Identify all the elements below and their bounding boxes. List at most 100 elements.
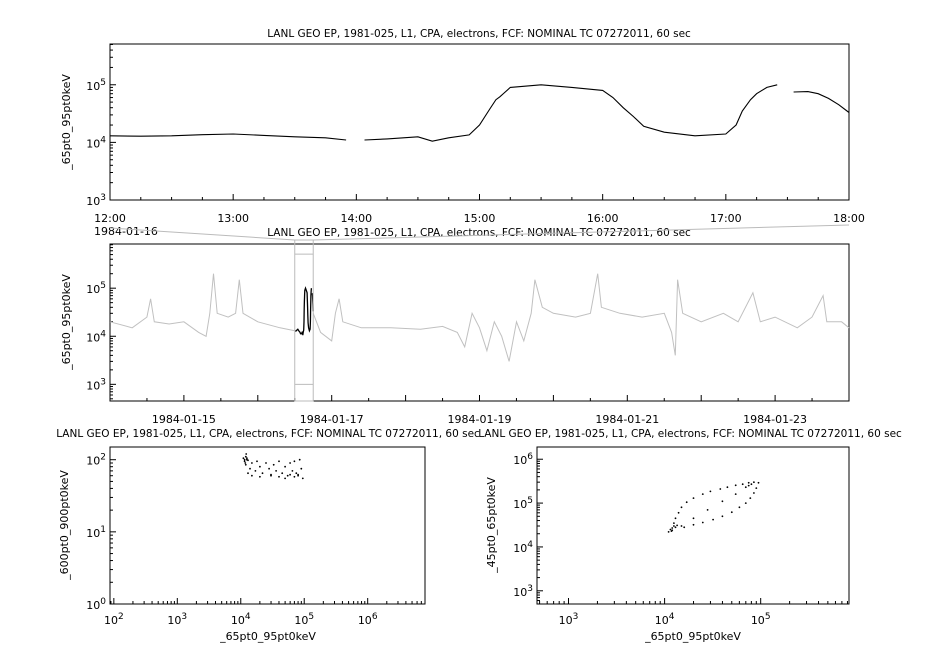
scatter-point — [673, 525, 675, 527]
x-tick-label: 1984-01-15 — [152, 413, 216, 426]
panel-scatter-right: LANL GEO EP, 1981-025, L1, CPA, electron… — [478, 428, 902, 643]
scatter-point — [289, 462, 291, 464]
panel-3-title: LANL GEO EP, 1981-025, L1, CPA, electron… — [56, 428, 480, 440]
x-tick-label: 104 — [655, 612, 675, 627]
scatter-point — [753, 481, 755, 484]
highlight-window — [294, 239, 314, 402]
scatter-point — [719, 488, 722, 490]
scatter-point — [268, 467, 270, 470]
x-tick-label: 103 — [559, 612, 579, 627]
scatter-point — [244, 463, 247, 466]
plot-frame — [536, 446, 850, 605]
scatter-point — [249, 467, 251, 470]
x-tick-label: 16:00 — [587, 212, 619, 225]
y-tick-label: 102 — [86, 453, 106, 468]
x-tick-label: 1984-01-21 — [595, 413, 659, 426]
scatter-point — [701, 493, 704, 495]
plot-frame — [109, 446, 426, 605]
scatter-point — [284, 465, 286, 468]
scatter-point — [291, 470, 294, 472]
scatter-point — [734, 493, 737, 495]
panel-4-ylabel: _45pt0_65pt0keV — [485, 477, 498, 574]
x-tick-label: 102 — [104, 612, 124, 627]
plot-frame — [109, 43, 850, 201]
scatter-point — [281, 472, 284, 475]
data-series-line — [312, 273, 850, 362]
panel-1-ylabel: _65pt0_95pt0keV — [60, 74, 73, 171]
y-tick-label: 104 — [86, 135, 106, 150]
panel-2-title: LANL GEO EP, 1981-025, L1, CPA, electron… — [267, 227, 691, 239]
scatter-point — [667, 531, 670, 533]
x-tick-label: 104 — [231, 612, 251, 627]
scatter-point — [683, 526, 686, 529]
scatter-point — [247, 459, 249, 462]
y-tick-label: 100 — [86, 597, 106, 612]
scatter-point — [753, 492, 755, 494]
scatter-point — [300, 467, 303, 470]
x-tick-label: 12:00 — [94, 212, 126, 225]
y-tick-label: 104 — [513, 540, 533, 555]
x-tick-label: 1984-01-17 — [300, 413, 364, 426]
highlight-series-line — [294, 328, 302, 335]
y-tick-label: 105 — [513, 496, 533, 511]
panel-4-title: LANL GEO EP, 1981-025, L1, CPA, electron… — [478, 428, 902, 440]
panel-3-ylabel: _600pt0_900pt0keV — [58, 470, 71, 581]
scatter-point — [286, 474, 289, 477]
y-tick-label: 105 — [86, 281, 106, 296]
scatter-point — [744, 486, 747, 489]
x-tick-label: 105 — [294, 612, 314, 627]
x-tick-label: 1984-01-23 — [743, 413, 807, 426]
scatter-point — [692, 497, 695, 499]
scatter-point — [721, 515, 724, 518]
scatter-point — [244, 462, 247, 464]
scatter-point — [297, 473, 299, 476]
scatter-point — [726, 486, 729, 489]
scatter-point — [680, 506, 683, 509]
scatter-point — [674, 517, 677, 520]
scatter-point — [289, 473, 291, 476]
scatter-point — [744, 502, 747, 504]
scatter-point — [709, 490, 712, 493]
plot-frame — [109, 243, 850, 402]
panel-timeseries-overview: LANL GEO EP, 1981-025, L1, CPA, electron… — [60, 224, 850, 426]
panel-3-xlabel: _65pt0_95pt0keV — [219, 630, 316, 643]
x-tick-label: 13:00 — [217, 212, 249, 225]
y-tick-label: 106 — [513, 452, 533, 467]
scatter-point — [245, 453, 248, 455]
data-series-line — [109, 133, 347, 141]
scatter-point — [685, 501, 688, 504]
scatter-point — [738, 506, 741, 509]
scatter-point — [692, 517, 695, 520]
scatter-point — [298, 458, 301, 461]
scatter-point — [293, 460, 296, 463]
x-tick-label: 17:00 — [710, 212, 742, 225]
scatter-point — [671, 527, 674, 529]
zoom-connector-right — [313, 224, 850, 241]
scatter-point — [275, 470, 277, 472]
scatter-point — [270, 473, 272, 476]
scatter-point — [301, 477, 304, 480]
scatter-point — [254, 470, 257, 472]
scatter-point — [670, 530, 673, 532]
scatter-point — [278, 460, 280, 463]
scatter-point — [244, 455, 247, 458]
scatter-point — [251, 474, 253, 477]
scatter-point — [692, 523, 695, 526]
data-series-line — [109, 273, 295, 338]
scatter-point — [734, 484, 737, 487]
scatter-point — [272, 463, 275, 466]
panel-timeseries-zoom: LANL GEO EP, 1981-025, L1, CPA, electron… — [60, 28, 865, 238]
scatter-point — [741, 483, 744, 486]
panel-2-ylabel: _65pt0_95pt0keV — [60, 274, 73, 371]
scatter-point — [750, 483, 753, 486]
scatter-point — [295, 472, 298, 475]
panel-1-date-label: 1984-01-16 — [94, 225, 158, 238]
scatter-point — [284, 477, 286, 480]
y-tick-label: 101 — [86, 525, 106, 540]
panel-4-xlabel: _65pt0_95pt0keV — [644, 630, 741, 643]
scatter-point — [246, 457, 248, 460]
scatter-point — [749, 497, 752, 499]
scatter-point — [757, 481, 760, 484]
scatter-point — [676, 524, 678, 527]
x-tick-label: 1984-01-19 — [448, 413, 512, 426]
